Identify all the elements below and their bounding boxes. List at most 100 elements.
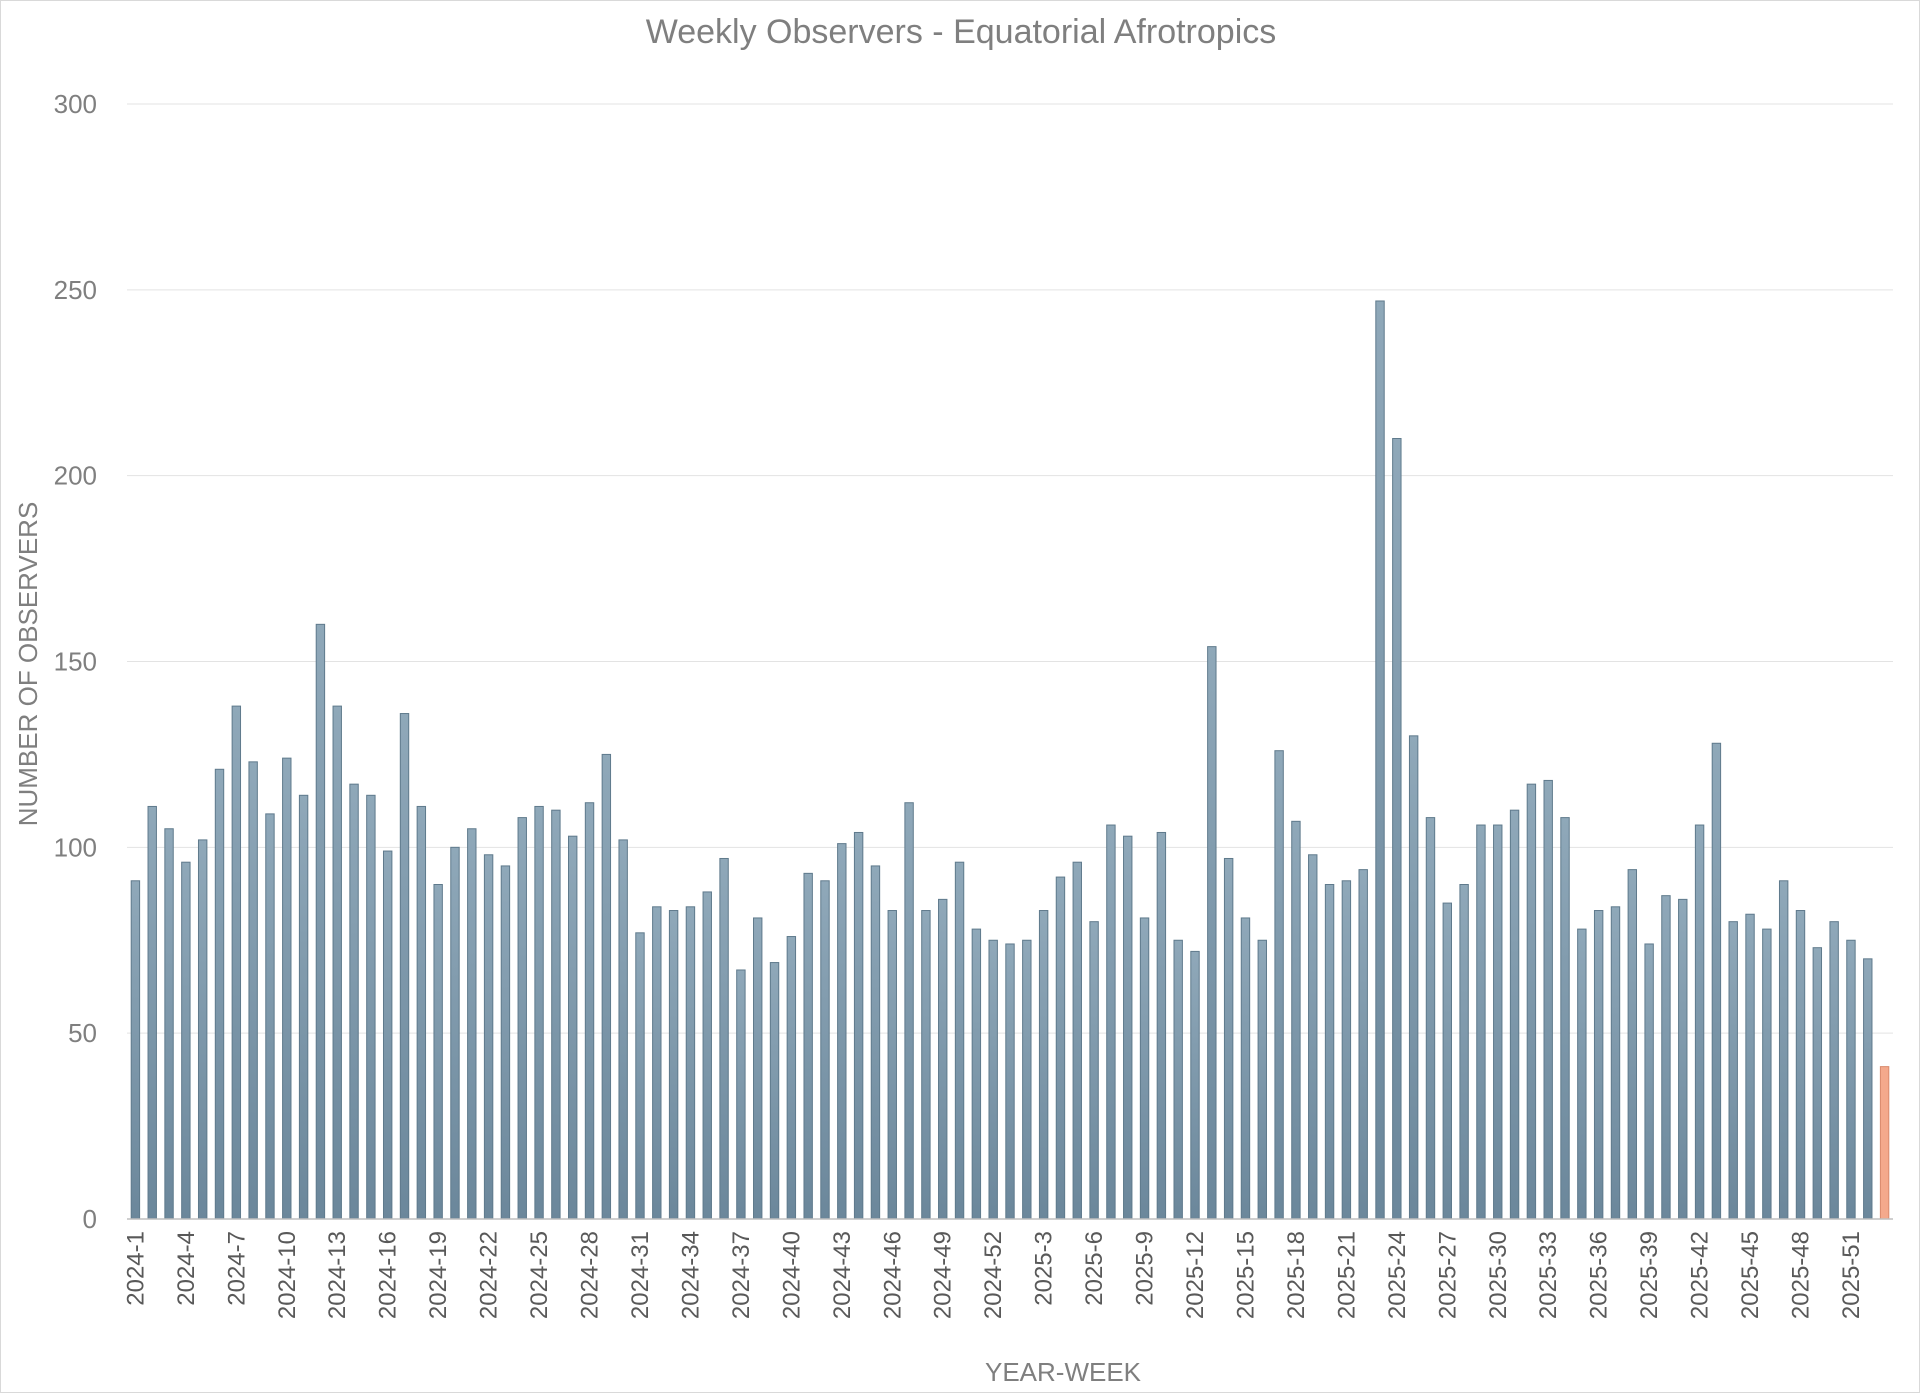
bar-2025-40 (1661, 895, 1671, 1220)
bar-2024-8 (248, 761, 258, 1220)
y-tick-label: 100 (54, 832, 97, 862)
bar-2024-5 (197, 839, 208, 1220)
x-tick-label: 2025-6 (1081, 1231, 1108, 1306)
bar-2024-18 (416, 805, 427, 1220)
bar-2024-37 (736, 969, 746, 1220)
bar-2024-3 (164, 828, 174, 1220)
bar-2025-3 (1038, 910, 1049, 1220)
bar-2025-45 (1745, 913, 1755, 1220)
bar-2024-24 (517, 817, 527, 1220)
bar-2024-49 (938, 898, 948, 1220)
bar-2024-26 (551, 809, 561, 1220)
bar-2025-2 (1022, 939, 1032, 1220)
x-tick-label: 2025-3 (1031, 1231, 1058, 1306)
x-tick-label: 2024-16 (375, 1231, 402, 1319)
bar-2025-21 (1341, 880, 1352, 1220)
bar-2024-28 (584, 802, 595, 1220)
x-tick-label: 2024-19 (425, 1231, 452, 1319)
bar-2025-5 (1072, 861, 1082, 1220)
chart-title: Weekly Observers - Equatorial Afrotropic… (646, 13, 1277, 51)
x-tick-label: 2025-21 (1333, 1231, 1360, 1319)
bar-2024-42 (820, 880, 830, 1220)
bar-2025-32 (1526, 783, 1537, 1220)
x-tick-label: 2024-25 (526, 1231, 553, 1319)
bar-2025-9 (1139, 917, 1150, 1220)
x-tick-label: 2024-1 (122, 1231, 149, 1306)
bar-2024-1 (130, 880, 141, 1220)
bar-2024-17 (399, 713, 410, 1220)
bar-2024-7 (231, 705, 242, 1220)
bar-2024-34 (685, 906, 696, 1220)
bar-2024-47 (904, 802, 914, 1220)
bar-2024-11 (298, 794, 309, 1220)
x-tick-label: 2024-10 (274, 1231, 301, 1319)
y-tick-label: 200 (54, 461, 97, 491)
bar-2026-1 (1879, 1066, 1890, 1220)
bar-2025-49 (1812, 947, 1823, 1220)
x-tick-label: 2024-22 (476, 1231, 503, 1319)
bar-2025-39 (1644, 943, 1654, 1220)
y-tick-label: 150 (54, 647, 97, 677)
x-tick-label: 2025-45 (1737, 1231, 1764, 1319)
bar-2024-21 (467, 828, 477, 1220)
x-tick-label: 2024-28 (577, 1231, 604, 1319)
bar-2024-36 (719, 857, 729, 1220)
x-tick-label: 2024-52 (980, 1231, 1007, 1319)
x-tick-label: 2025-42 (1687, 1231, 1714, 1319)
bar-2025-22 (1358, 869, 1368, 1220)
bar-2024-40 (786, 936, 797, 1220)
bar-2024-45 (870, 865, 881, 1220)
bar-2024-31 (635, 932, 645, 1220)
x-tick-label: 2024-7 (223, 1231, 250, 1306)
x-tick-label: 2025-24 (1384, 1231, 1411, 1319)
x-tick-label: 2025-9 (1132, 1231, 1159, 1306)
bar-2024-20 (450, 846, 460, 1220)
x-tick-label: 2025-39 (1636, 1231, 1663, 1319)
bar-2025-15 (1240, 917, 1251, 1220)
bar-2025-36 (1593, 910, 1604, 1220)
bar-2025-6 (1089, 921, 1099, 1220)
bar-2025-43 (1711, 742, 1722, 1220)
bar-2024-44 (853, 831, 864, 1220)
y-axis-ticks: 0 50 100 150 200 250 300 (54, 89, 97, 1234)
bar-2024-6 (214, 768, 225, 1220)
bar-2025-17 (1274, 750, 1284, 1220)
bar-2025-35 (1577, 928, 1587, 1220)
y-tick-label: 300 (54, 89, 97, 119)
bar-2025-19 (1308, 854, 1318, 1220)
bar-2025-25 (1408, 735, 1419, 1220)
x-tick-label: 2025-51 (1838, 1231, 1865, 1319)
bar-2024-22 (483, 854, 494, 1220)
bar-2024-39 (769, 962, 780, 1220)
bar-2025-37 (1610, 906, 1621, 1220)
bar-2024-29 (601, 753, 612, 1220)
bar-2024-10 (282, 757, 292, 1220)
x-tick-label: 2025-12 (1182, 1231, 1209, 1319)
bar-2025-51 (1846, 939, 1856, 1220)
bar-2025-27 (1442, 902, 1452, 1220)
bar-2024-27 (568, 835, 578, 1220)
bar-2025-48 (1795, 910, 1806, 1220)
bar-2025-30 (1493, 824, 1503, 1220)
y-tick-label: 250 (54, 275, 97, 305)
bar-2025-46 (1762, 928, 1772, 1220)
bar-2024-48 (921, 910, 931, 1220)
bar-2025-34 (1560, 817, 1570, 1220)
x-tick-label: 2024-31 (627, 1231, 654, 1319)
bar-2025-8 (1123, 835, 1133, 1220)
bar-2024-30 (618, 839, 628, 1220)
x-tick-label: 2024-37 (728, 1231, 755, 1319)
x-tick-label: 2024-43 (829, 1231, 856, 1319)
bar-2025-29 (1476, 824, 1486, 1220)
bar-2024-33 (668, 910, 679, 1220)
bar-2025-41 (1678, 898, 1688, 1220)
bar-2024-50 (954, 861, 965, 1220)
y-axis-title: NUMBER OF OBSERVERS (13, 502, 43, 827)
bar-2025-11 (1173, 939, 1183, 1220)
bar-2024-43 (837, 843, 847, 1220)
y-tick-label: 0 (83, 1204, 97, 1234)
bar-2025-20 (1324, 884, 1335, 1220)
x-tick-label: 2024-40 (778, 1231, 805, 1319)
bar-2025-33 (1543, 779, 1553, 1220)
